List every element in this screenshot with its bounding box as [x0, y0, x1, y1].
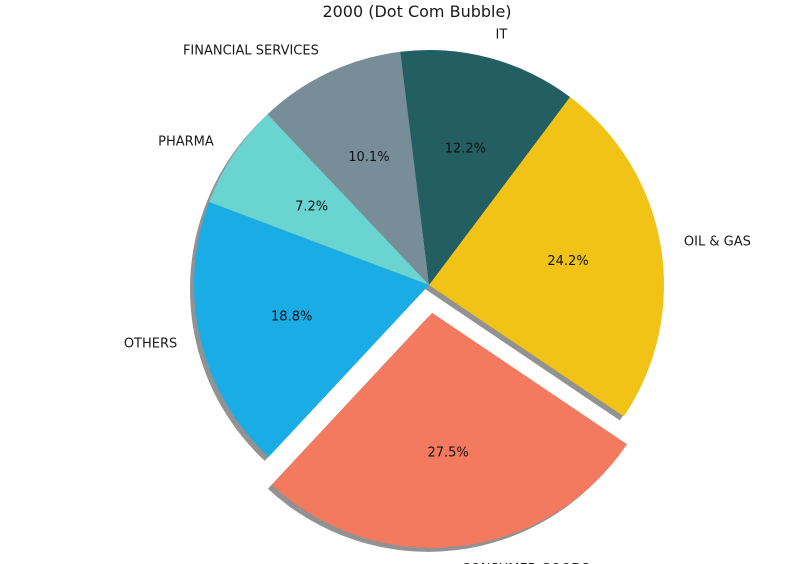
slice-label-consumer-goods: CONSUMER GOODS	[461, 562, 589, 564]
percent-label-it: 12.2%	[445, 141, 486, 156]
pie-slice-consumer-goods	[271, 312, 627, 548]
pie-slices	[194, 50, 664, 548]
pie-slice-others	[194, 202, 429, 457]
slice-labels: OIL & GAS IT FINANCIAL SERVICES PHARMA OTHER…	[124, 28, 751, 564]
pie-slice-pharma	[209, 114, 429, 286]
percent-label-others: 18.8%	[271, 310, 312, 325]
pie-slice-financial-services	[267, 51, 429, 286]
slice-label-it: IT	[496, 28, 508, 43]
chart-title: 2000 (Dot Com Bubble)	[322, 2, 512, 21]
percent-label-oil-gas: 24.2%	[547, 254, 588, 269]
pie-slice-it	[400, 50, 571, 285]
slice-label-oil-gas: OIL & GAS	[684, 235, 751, 250]
slice-label-others: OTHERS	[124, 336, 177, 351]
pie-slice-oil-gas	[429, 97, 664, 417]
slice-label-pharma: PHARMA	[158, 134, 214, 149]
percent-label-financial-services: 10.1%	[348, 150, 389, 165]
percent-label-pharma: 7.2%	[295, 199, 328, 214]
slice-label-financial-services: FINANCIAL SERVICES	[183, 44, 319, 59]
percent-label-consumer-goods: 27.5%	[427, 445, 468, 460]
percent-labels: 24.2% 12.2% 10.1% 7.2% 18.8% 27.5%	[271, 141, 589, 460]
